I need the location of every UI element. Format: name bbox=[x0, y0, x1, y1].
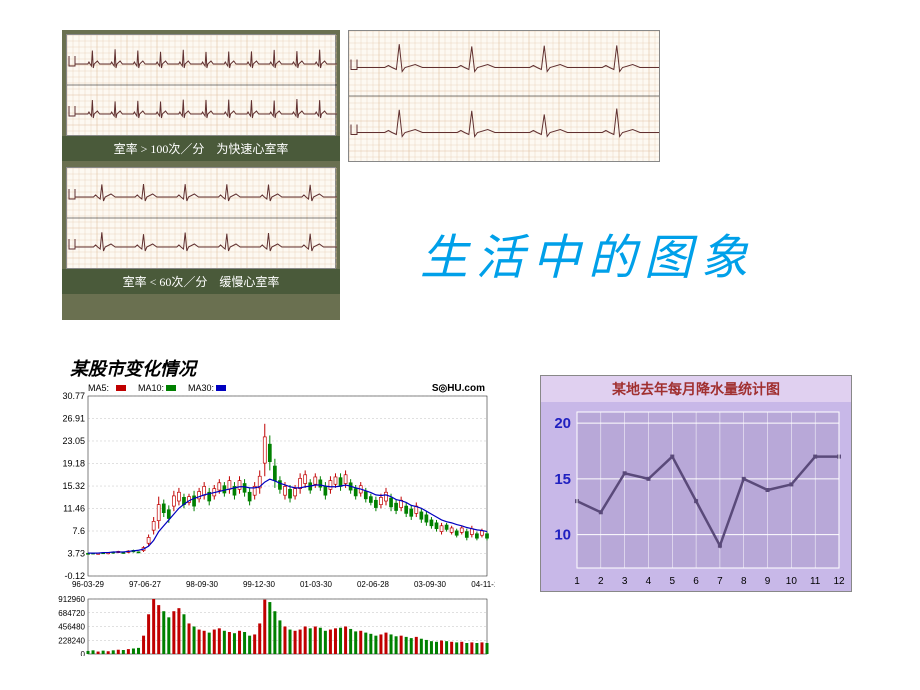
svg-text:01-03-30: 01-03-30 bbox=[300, 580, 333, 589]
svg-text:11: 11 bbox=[810, 576, 821, 587]
ecg-left-top-svg bbox=[67, 35, 337, 135]
svg-text:912960: 912960 bbox=[58, 595, 85, 604]
svg-text:S◎HU.com: S◎HU.com bbox=[432, 383, 485, 394]
svg-text:02-06-28: 02-06-28 bbox=[357, 580, 390, 589]
svg-text:30.77: 30.77 bbox=[62, 391, 85, 401]
svg-text:10: 10 bbox=[554, 527, 571, 544]
ecg-left-frame: 室率 > 100次／分 为快速心室率 室率 < 60次／分 缓慢心室率 bbox=[62, 30, 340, 320]
svg-text:3.73: 3.73 bbox=[67, 549, 85, 559]
ecg-left-top-caption: 室率 > 100次／分 为快速心室率 bbox=[62, 136, 340, 161]
svg-text:MA5:: MA5: bbox=[88, 383, 109, 393]
svg-text:6: 6 bbox=[693, 576, 699, 587]
svg-text:15: 15 bbox=[554, 471, 571, 488]
svg-text:2: 2 bbox=[598, 576, 604, 587]
svg-text:26.91: 26.91 bbox=[62, 413, 85, 423]
svg-text:8: 8 bbox=[741, 576, 747, 587]
svg-text:7: 7 bbox=[717, 576, 723, 587]
ecg-left-bottom-strip bbox=[66, 167, 336, 269]
svg-text:684720: 684720 bbox=[58, 609, 85, 618]
page-title: 生活中的图象 bbox=[420, 218, 756, 288]
svg-text:99-12-30: 99-12-30 bbox=[243, 580, 276, 589]
svg-text:96-03-29: 96-03-29 bbox=[72, 580, 105, 589]
svg-text:20: 20 bbox=[554, 415, 571, 432]
svg-text:MA10:: MA10: bbox=[138, 383, 164, 393]
svg-text:4: 4 bbox=[646, 576, 652, 587]
svg-text:19.18: 19.18 bbox=[62, 459, 85, 469]
svg-text:5: 5 bbox=[669, 576, 675, 587]
svg-text:7.6: 7.6 bbox=[72, 526, 85, 536]
ecg-right-svg bbox=[349, 31, 659, 161]
svg-text:98-09-30: 98-09-30 bbox=[186, 580, 219, 589]
svg-text:MA30:: MA30: bbox=[188, 383, 214, 393]
svg-text:9: 9 bbox=[765, 576, 771, 587]
svg-text:1: 1 bbox=[574, 576, 580, 587]
rain-block: 某地去年每月降水量统计图 101520123456789101112 bbox=[540, 375, 852, 592]
stock-chart: MA5:MA10:MA30:S◎HU.com-0.123.737.611.461… bbox=[50, 381, 495, 656]
svg-text:23.05: 23.05 bbox=[62, 436, 85, 446]
stock-block: 某股市变化情况 MA5:MA10:MA30:S◎HU.com-0.123.737… bbox=[50, 355, 495, 661]
svg-text:0: 0 bbox=[81, 650, 86, 656]
svg-text:11.46: 11.46 bbox=[63, 504, 85, 514]
svg-text:04-11-19: 04-11-19 bbox=[471, 580, 495, 589]
svg-text:03-09-30: 03-09-30 bbox=[414, 580, 447, 589]
ecg-left-bottom-svg bbox=[67, 168, 337, 268]
svg-text:3: 3 bbox=[622, 576, 628, 587]
svg-text:97-06-27: 97-06-27 bbox=[129, 580, 162, 589]
ecg-left-top-strip bbox=[66, 34, 336, 136]
svg-text:228240: 228240 bbox=[58, 636, 85, 645]
svg-text:15.32: 15.32 bbox=[62, 481, 85, 491]
rain-chart: 101520123456789101112 bbox=[541, 402, 851, 592]
rain-title: 某地去年每月降水量统计图 bbox=[541, 376, 851, 402]
svg-text:456480: 456480 bbox=[58, 623, 85, 632]
ecg-right-strip bbox=[348, 30, 660, 162]
stock-title: 某股市变化情况 bbox=[70, 355, 495, 381]
svg-text:10: 10 bbox=[786, 576, 798, 587]
ecg-left-bottom-caption: 室率 < 60次／分 缓慢心室率 bbox=[62, 269, 340, 294]
svg-text:12: 12 bbox=[833, 576, 845, 587]
